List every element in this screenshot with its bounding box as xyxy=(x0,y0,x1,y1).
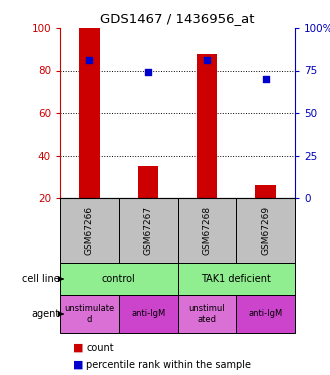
Bar xyxy=(178,295,236,333)
Bar xyxy=(236,198,295,263)
Point xyxy=(87,57,92,63)
Text: ■: ■ xyxy=(73,343,84,353)
Bar xyxy=(119,198,178,263)
Bar xyxy=(255,185,276,198)
Bar xyxy=(79,28,100,198)
Bar xyxy=(138,166,158,198)
Text: TAK1 deficient: TAK1 deficient xyxy=(201,274,271,284)
Bar xyxy=(178,263,295,295)
Text: percentile rank within the sample: percentile rank within the sample xyxy=(86,360,251,369)
Bar xyxy=(178,198,236,263)
Text: unstimulate
d: unstimulate d xyxy=(64,304,115,324)
Bar xyxy=(197,54,217,198)
Bar xyxy=(60,198,119,263)
Text: GSM67267: GSM67267 xyxy=(144,206,152,255)
Text: control: control xyxy=(102,274,136,284)
Point xyxy=(146,69,151,75)
Text: anti-IgM: anti-IgM xyxy=(248,309,283,318)
Bar xyxy=(119,295,178,333)
Title: GDS1467 / 1436956_at: GDS1467 / 1436956_at xyxy=(100,12,255,26)
Point xyxy=(204,57,210,63)
Text: agent: agent xyxy=(32,309,60,319)
Bar xyxy=(60,263,178,295)
Text: GSM67268: GSM67268 xyxy=(202,206,212,255)
Text: GSM67266: GSM67266 xyxy=(85,206,94,255)
Bar xyxy=(60,295,119,333)
Text: anti-IgM: anti-IgM xyxy=(131,309,165,318)
Point xyxy=(263,76,268,82)
Text: ■: ■ xyxy=(73,360,84,369)
Text: count: count xyxy=(86,343,114,353)
Bar xyxy=(236,295,295,333)
Text: unstimul
ated: unstimul ated xyxy=(188,304,225,324)
Text: cell line: cell line xyxy=(22,274,60,284)
Text: GSM67269: GSM67269 xyxy=(261,206,270,255)
